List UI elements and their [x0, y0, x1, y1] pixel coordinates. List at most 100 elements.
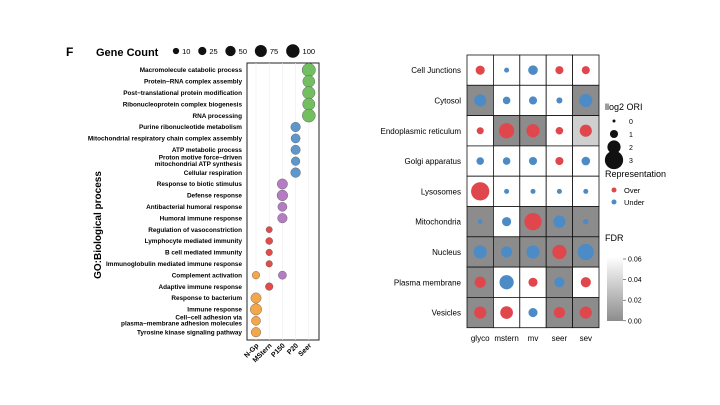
go-term-label-line: Cell−cell adhesion via — [175, 314, 242, 321]
heatmap-point-over — [552, 244, 567, 260]
y-tick-endoplasmic-reticulum: Endoplasmic reticulum — [381, 127, 462, 136]
heatmap-point-under — [556, 97, 563, 104]
point-mstern — [265, 260, 273, 268]
heatmap-point-under — [526, 245, 540, 259]
size-legend-value-50: 50 — [239, 47, 247, 56]
go-term-label: Tyrosine kinase signaling pathway — [137, 329, 242, 336]
ori-legend-value-2: 2 — [629, 145, 633, 152]
size-legend-value-75: 75 — [270, 47, 278, 56]
size-legend: 10 25 50 75 100 — [172, 44, 316, 58]
heatmap-point-under — [476, 157, 484, 165]
point-mstern — [265, 282, 274, 291]
representation-legend-dot-over — [611, 187, 617, 193]
heatmap-point-under — [473, 245, 487, 259]
heatmap-point-under — [504, 67, 510, 73]
heatmap-point-over — [524, 213, 542, 231]
go-term-label: B cell mediated immunity — [165, 250, 243, 257]
go-term-label: RNA processing — [193, 113, 243, 120]
size-legend-value-100: 100 — [303, 47, 316, 56]
heatmap-point-under — [477, 219, 483, 224]
point-p150 — [277, 213, 288, 224]
heatmap-point-over — [555, 126, 564, 135]
heatmap-point-over — [474, 276, 486, 288]
go-term-label: Response to biotic stimulus — [157, 181, 243, 188]
heatmap-point-over — [498, 123, 515, 139]
fdr-tick-label: 0.04 — [628, 277, 642, 284]
point-p20 — [290, 144, 301, 155]
go-term-label-line: Proton motive force−driven — [159, 155, 242, 162]
fdr-tick-label: 0.06 — [628, 257, 642, 264]
heatmap-point-under — [577, 243, 594, 261]
heatmap-point-over — [580, 277, 591, 288]
size-legend-dot-75 — [254, 44, 267, 58]
point-n-gp — [250, 292, 262, 304]
localization-heatmap-panel: Cell Junctions Cytosol Endoplasmic reticul… — [381, 54, 666, 343]
heatmap-point-over — [500, 306, 513, 319]
point-seer — [302, 97, 316, 111]
go-term-label: Immune response — [187, 307, 242, 314]
go-term-label: Purine ribonucleotide metabolism — [139, 124, 242, 131]
heatmap-point-over — [555, 66, 564, 75]
point-seer — [302, 75, 316, 88]
representation-legend: Over Under — [611, 186, 645, 207]
size-legend-dot-100 — [286, 44, 300, 58]
y-tick-vesicles: Vesicles — [432, 309, 461, 318]
heatmap-point-under — [502, 157, 511, 165]
ori-legend-value-3: 3 — [629, 158, 633, 165]
point-n-gp — [251, 316, 261, 326]
size-legend-dot-50 — [225, 45, 236, 57]
fdr-legend-title: FDR — [605, 233, 624, 243]
ori-legend-value-1: 1 — [629, 132, 633, 139]
point-p150 — [276, 189, 288, 201]
size-legend-value-25: 25 — [209, 47, 217, 56]
go-term-label: Ribonucleoprotein complex biogenesis — [123, 101, 243, 108]
heatmap-point-under — [554, 277, 565, 288]
ori-size-legend: 0 1 2 3 — [604, 119, 633, 170]
heatmap-point-under — [501, 246, 513, 258]
heatmap-point-over — [579, 124, 592, 137]
x-tick-p150: P150 — [270, 342, 287, 359]
go-term-label: ATP metabolic process — [172, 147, 243, 154]
heatmap-point-under — [530, 188, 536, 194]
point-seer — [301, 63, 316, 77]
x-tick-seer: Seer — [298, 342, 314, 358]
heatmap-point-over — [553, 306, 565, 319]
point-p20 — [290, 122, 301, 132]
go-term-label: Protein−RNA complex assembly — [144, 79, 242, 86]
point-n-gp — [251, 327, 261, 338]
y-tick-golgi-apparatus: Golgi apparatus — [405, 157, 461, 166]
heatmap-point-under — [581, 156, 591, 166]
ori-legend-dot-3 — [604, 150, 624, 170]
point-mstern — [265, 226, 273, 233]
compartment-labels: Cell Junctions Cytosol Endoplasmic reticul… — [381, 66, 462, 317]
ori-legend-dot-2 — [607, 140, 621, 154]
heatmap-point-over — [555, 157, 564, 166]
go-term-label: Proton motive force−driven mitochondrial … — [155, 155, 243, 168]
fdr-colorbar — [607, 257, 623, 321]
y-tick-lysosomes: Lysosomes — [421, 187, 461, 196]
heatmap-point-under — [504, 188, 510, 194]
heatmap-point-under — [528, 157, 538, 166]
ori-legend-dot-1 — [609, 129, 619, 139]
go-term-label: Macromolecule catabolic process — [140, 67, 243, 74]
point-p150 — [278, 270, 287, 280]
go-term-label: Complement activation — [172, 272, 242, 279]
y-tick-nucleus: Nucleus — [432, 248, 461, 257]
heatmap-point-under — [556, 188, 562, 194]
dotplot-frame — [246, 62, 320, 341]
go-term-label: Defense response — [187, 193, 242, 200]
point-n-gp — [251, 271, 261, 280]
size-legend-dot-10 — [172, 47, 180, 55]
heatmap-point-under — [502, 217, 512, 227]
go-term-label-line: plasma−membrane adhesion molecules — [121, 321, 242, 328]
heatmap-cells — [466, 54, 600, 329]
x-tick-mv: mv — [528, 334, 539, 343]
x-tick-sev: sev — [580, 334, 592, 343]
heatmap-point-under — [528, 307, 538, 318]
representation-legend-dot-under — [611, 199, 617, 205]
heatmap-point-under — [528, 96, 538, 105]
representation-legend-label-over: Over — [624, 186, 641, 195]
sample-labels: glyco mstern mv seer sev — [471, 334, 592, 343]
